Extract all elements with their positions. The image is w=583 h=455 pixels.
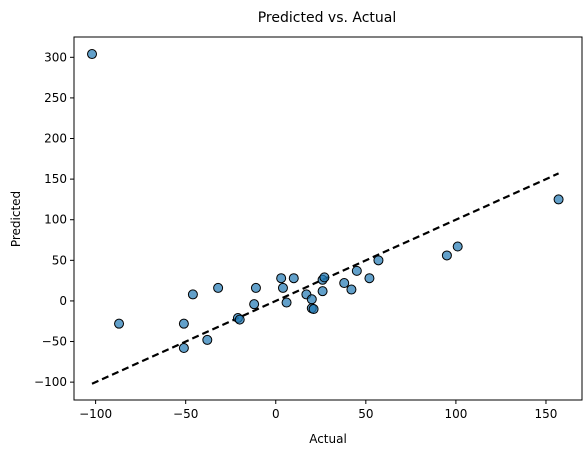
- data-point: [364, 273, 375, 284]
- data-point: [178, 318, 189, 329]
- y-tick-label: 50: [52, 253, 67, 267]
- x-tick-label: 100: [444, 407, 467, 421]
- data-point: [281, 297, 292, 308]
- axes-frame: [73, 36, 583, 401]
- data-point: [187, 289, 198, 300]
- data-point: [373, 255, 384, 266]
- data-point: [277, 282, 288, 293]
- y-tick-label: −50: [42, 335, 67, 349]
- data-point: [87, 49, 98, 60]
- plot-area: [87, 49, 564, 385]
- y-axis-label: Predicted: [9, 191, 23, 247]
- x-tick-label: −100: [79, 407, 112, 421]
- data-point: [553, 194, 564, 205]
- y-axis: −100 −50 0 50 100 150 200 250 300: [34, 50, 74, 389]
- data-point: [452, 241, 463, 252]
- data-point: [339, 278, 350, 289]
- data-point: [234, 314, 245, 325]
- x-tick-label: 150: [535, 407, 558, 421]
- y-tick-label: 250: [44, 91, 67, 105]
- data-point: [317, 286, 328, 297]
- x-axis-label: Actual: [309, 432, 347, 446]
- data-point: [202, 334, 213, 345]
- data-point: [178, 343, 189, 354]
- data-point: [319, 272, 330, 283]
- data-point: [346, 284, 357, 295]
- x-tick-label: 0: [272, 407, 280, 421]
- y-tick-label: 100: [44, 213, 67, 227]
- data-point: [288, 273, 299, 284]
- data-point: [308, 304, 319, 315]
- data-point: [351, 265, 362, 276]
- chart-title: Predicted vs. Actual: [258, 10, 397, 26]
- y-tick-label: 0: [59, 294, 67, 308]
- data-point: [213, 282, 224, 293]
- data-point: [249, 299, 260, 310]
- x-tick-label: −50: [173, 407, 198, 421]
- data-point: [250, 282, 261, 293]
- y-tick-label: −100: [34, 375, 67, 389]
- y-tick-label: 200: [44, 132, 67, 146]
- y-tick-label: 300: [44, 50, 67, 64]
- data-point: [306, 294, 317, 305]
- x-axis: −100 −50 0 50 100 150: [79, 400, 557, 421]
- data-point: [441, 250, 452, 261]
- y-tick-label: 150: [44, 172, 67, 186]
- data-point: [276, 273, 287, 284]
- x-tick-label: 50: [358, 407, 373, 421]
- data-point: [114, 318, 125, 329]
